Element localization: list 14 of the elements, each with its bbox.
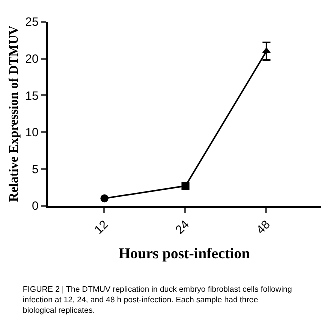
y-axis-title: Relative Expression of DTMUV [6,25,21,202]
x-axis-title: Hours post-infection [118,246,251,262]
x-tick-label: 24 [172,217,192,237]
point [182,182,190,190]
x-tick-label: 48 [254,217,274,237]
y-tick-label: 15 [25,88,40,103]
y-tick-label: 5 [32,162,40,176]
point [100,194,109,203]
y-tick-label: 0 [32,199,40,214]
x-tick-label: 12 [92,217,112,237]
caption: FIGURE 2 | The DTMUV replication in duck embryo fibroblast cells following infection at 12, 24, and 48 h post-infection. Each sample had three biological replicates. [23,285,292,315]
y-tick-label: 25 [25,15,40,30]
y-tick-label: 20 [25,52,40,66]
y-tick-label: 10 [25,126,40,140]
